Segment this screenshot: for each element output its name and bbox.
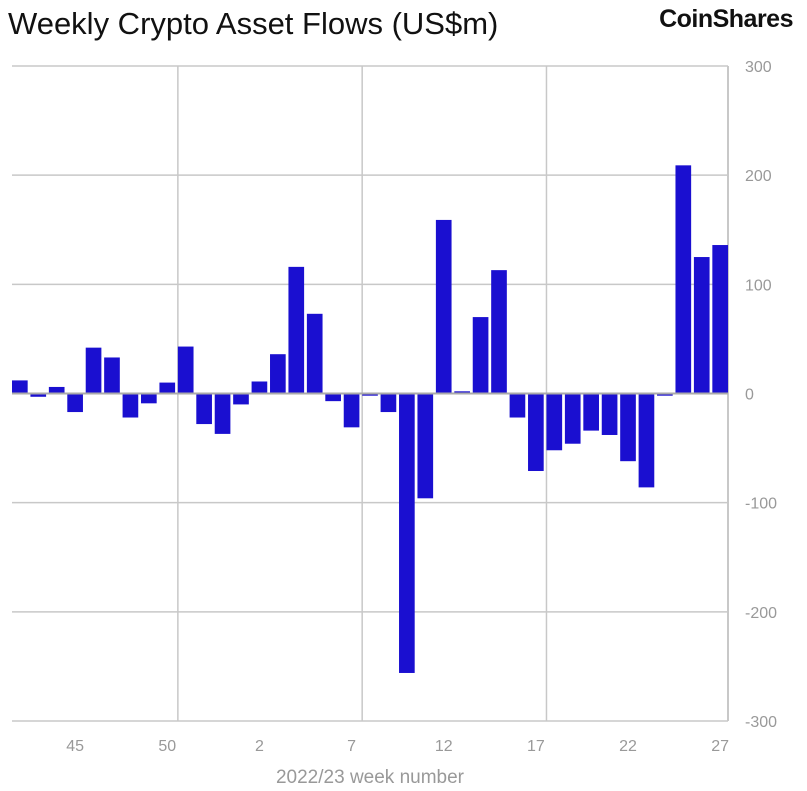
bar-week-13 — [454, 391, 470, 394]
bar-week-48 — [122, 393, 139, 418]
bar-week-43 — [30, 393, 47, 397]
bar-week-17 — [528, 393, 544, 472]
x-tick-label: 45 — [66, 738, 84, 755]
x-tick-label: 17 — [527, 738, 545, 755]
bar-week-46 — [85, 347, 102, 394]
y-tick-label: 200 — [745, 168, 772, 185]
bar-week-24 — [657, 393, 673, 396]
y-tick-label: -300 — [745, 714, 777, 731]
bar-week-44 — [48, 386, 65, 394]
y-tick-label: 0 — [745, 387, 754, 404]
bar-week-19 — [564, 393, 581, 444]
bar-week-15 — [491, 270, 507, 394]
bar-week-18 — [546, 393, 563, 451]
x-tick-label: 50 — [158, 738, 176, 755]
bar-week-5 — [306, 313, 323, 394]
bar-week-23 — [638, 393, 655, 488]
bar-week-6 — [325, 393, 341, 402]
bar-week-45 — [67, 393, 83, 413]
bar-week-1 — [233, 393, 249, 405]
bar-week-11 — [417, 393, 434, 499]
y-tick-label: 300 — [745, 59, 772, 76]
bar-week-53 — [214, 393, 231, 434]
coinshares-logo: CoinShares — [659, 5, 793, 33]
bar-week-4 — [288, 266, 305, 394]
bar-week-25 — [675, 165, 692, 394]
bar-week-10 — [399, 393, 415, 673]
bar-week-50 — [159, 382, 176, 394]
bar-week-26 — [693, 257, 710, 394]
bar-week-8 — [362, 393, 378, 396]
bar-week-27 — [712, 245, 728, 394]
bar-week-9 — [380, 393, 397, 413]
bar-week-51 — [177, 346, 194, 394]
bar-week-16 — [509, 393, 526, 418]
bar-week-52 — [196, 393, 212, 425]
bar-week-12 — [435, 219, 452, 394]
x-axis-label: 2022/23 week number — [276, 767, 465, 788]
x-tick-label: 22 — [619, 738, 637, 755]
bar-week-14 — [472, 317, 489, 394]
bar-week-47 — [104, 357, 120, 394]
bar-week-7 — [343, 393, 360, 428]
bar-week-2 — [251, 381, 268, 394]
chart-title: Weekly Crypto Asset Flows (US$m) — [8, 6, 499, 41]
bar-week-20 — [583, 393, 599, 431]
x-tick-label: 27 — [711, 738, 729, 755]
y-tick-label: 100 — [745, 277, 772, 294]
bar-week-22 — [620, 393, 636, 462]
x-tick-label: 7 — [347, 738, 356, 755]
x-tick-label: 12 — [435, 738, 453, 755]
bar-week-21 — [601, 393, 618, 435]
bar-week-49 — [141, 393, 157, 404]
x-tick-label: 2 — [255, 738, 264, 755]
y-tick-label: -100 — [745, 496, 777, 513]
y-tick-label: -200 — [745, 605, 777, 622]
bar-week-42 — [12, 380, 28, 394]
bar-week-3 — [270, 354, 286, 394]
